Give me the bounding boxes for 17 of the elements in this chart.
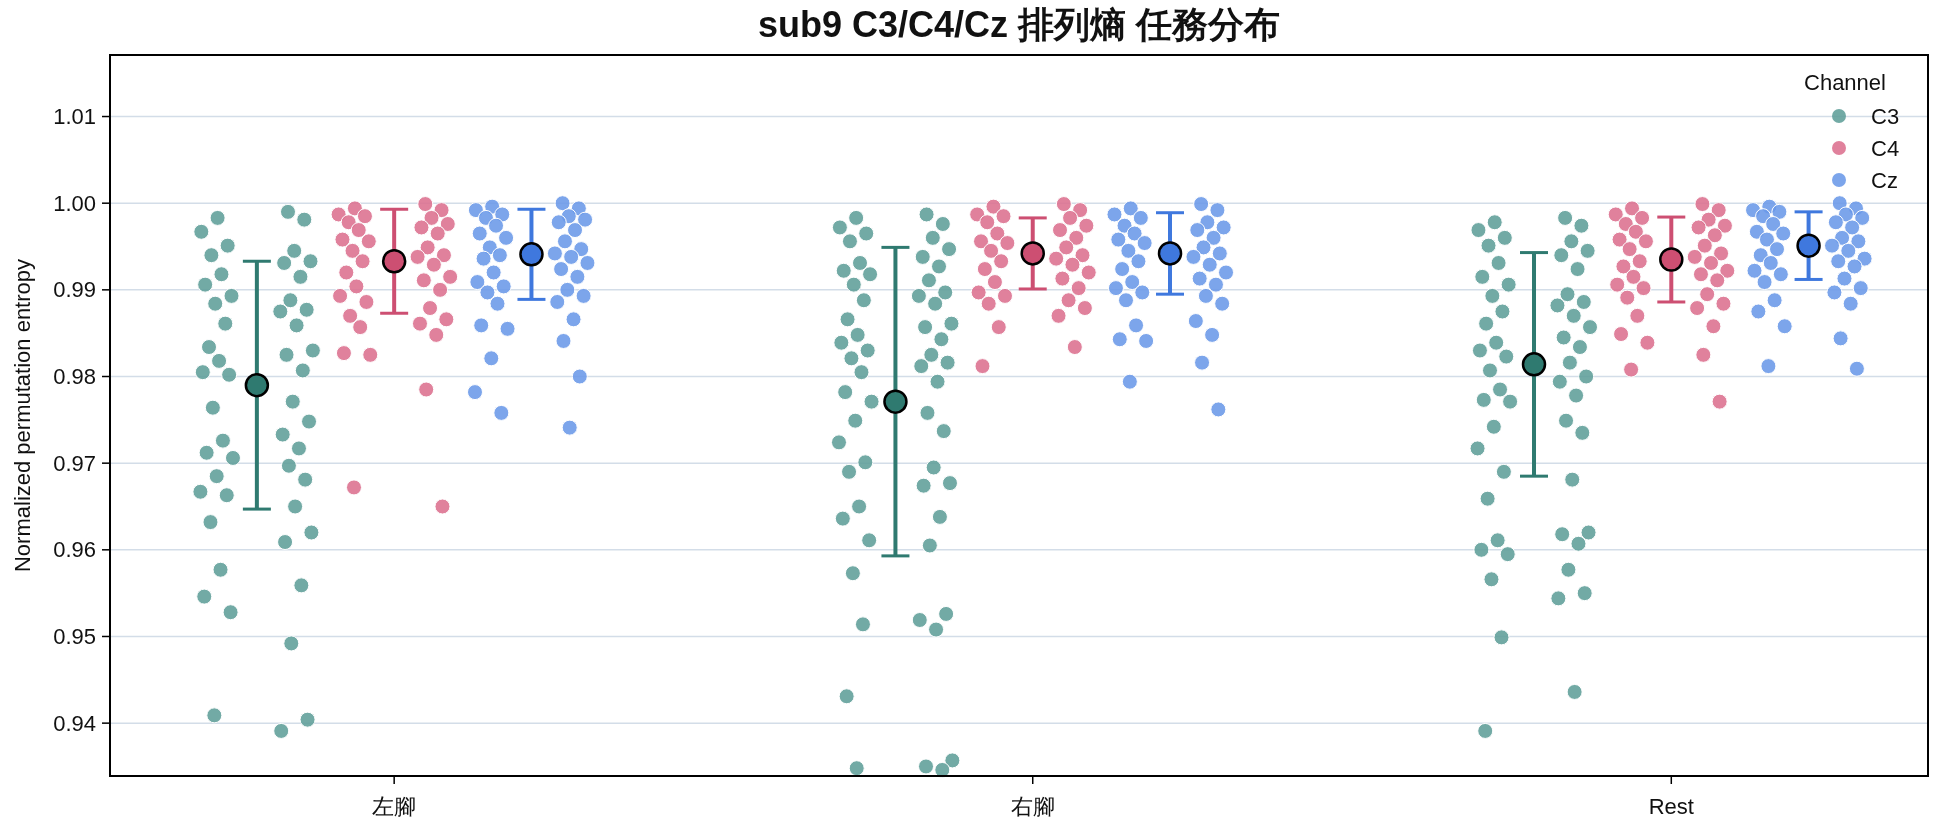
y-tick-label: 0.99 xyxy=(53,277,96,303)
y-tick-label: 0.96 xyxy=(53,537,96,563)
legend-label: C4 xyxy=(1871,135,1900,161)
y-tick-label: 1.00 xyxy=(53,190,96,216)
y-tick-label: 0.95 xyxy=(53,623,96,649)
y-tick-label: 0.97 xyxy=(53,450,96,476)
legend-title: Channel xyxy=(1804,69,1886,95)
chart-title: sub9 C3/C4/Cz 排列熵 任務分布 xyxy=(757,3,1281,45)
y-tick-label: 1.01 xyxy=(53,104,96,130)
x-tick-label: 左腳 xyxy=(372,793,417,819)
y-axis-title: Normalized permutation entropy xyxy=(9,258,35,573)
legend-label: Cz xyxy=(1871,167,1898,193)
y-tick-label: 0.98 xyxy=(53,364,96,389)
x-tick-label: 右腳 xyxy=(1010,793,1055,819)
x-tick-label: Rest xyxy=(1648,793,1694,819)
y-tick-label: 0.94 xyxy=(53,710,96,736)
legend-label: C3 xyxy=(1871,103,1900,129)
